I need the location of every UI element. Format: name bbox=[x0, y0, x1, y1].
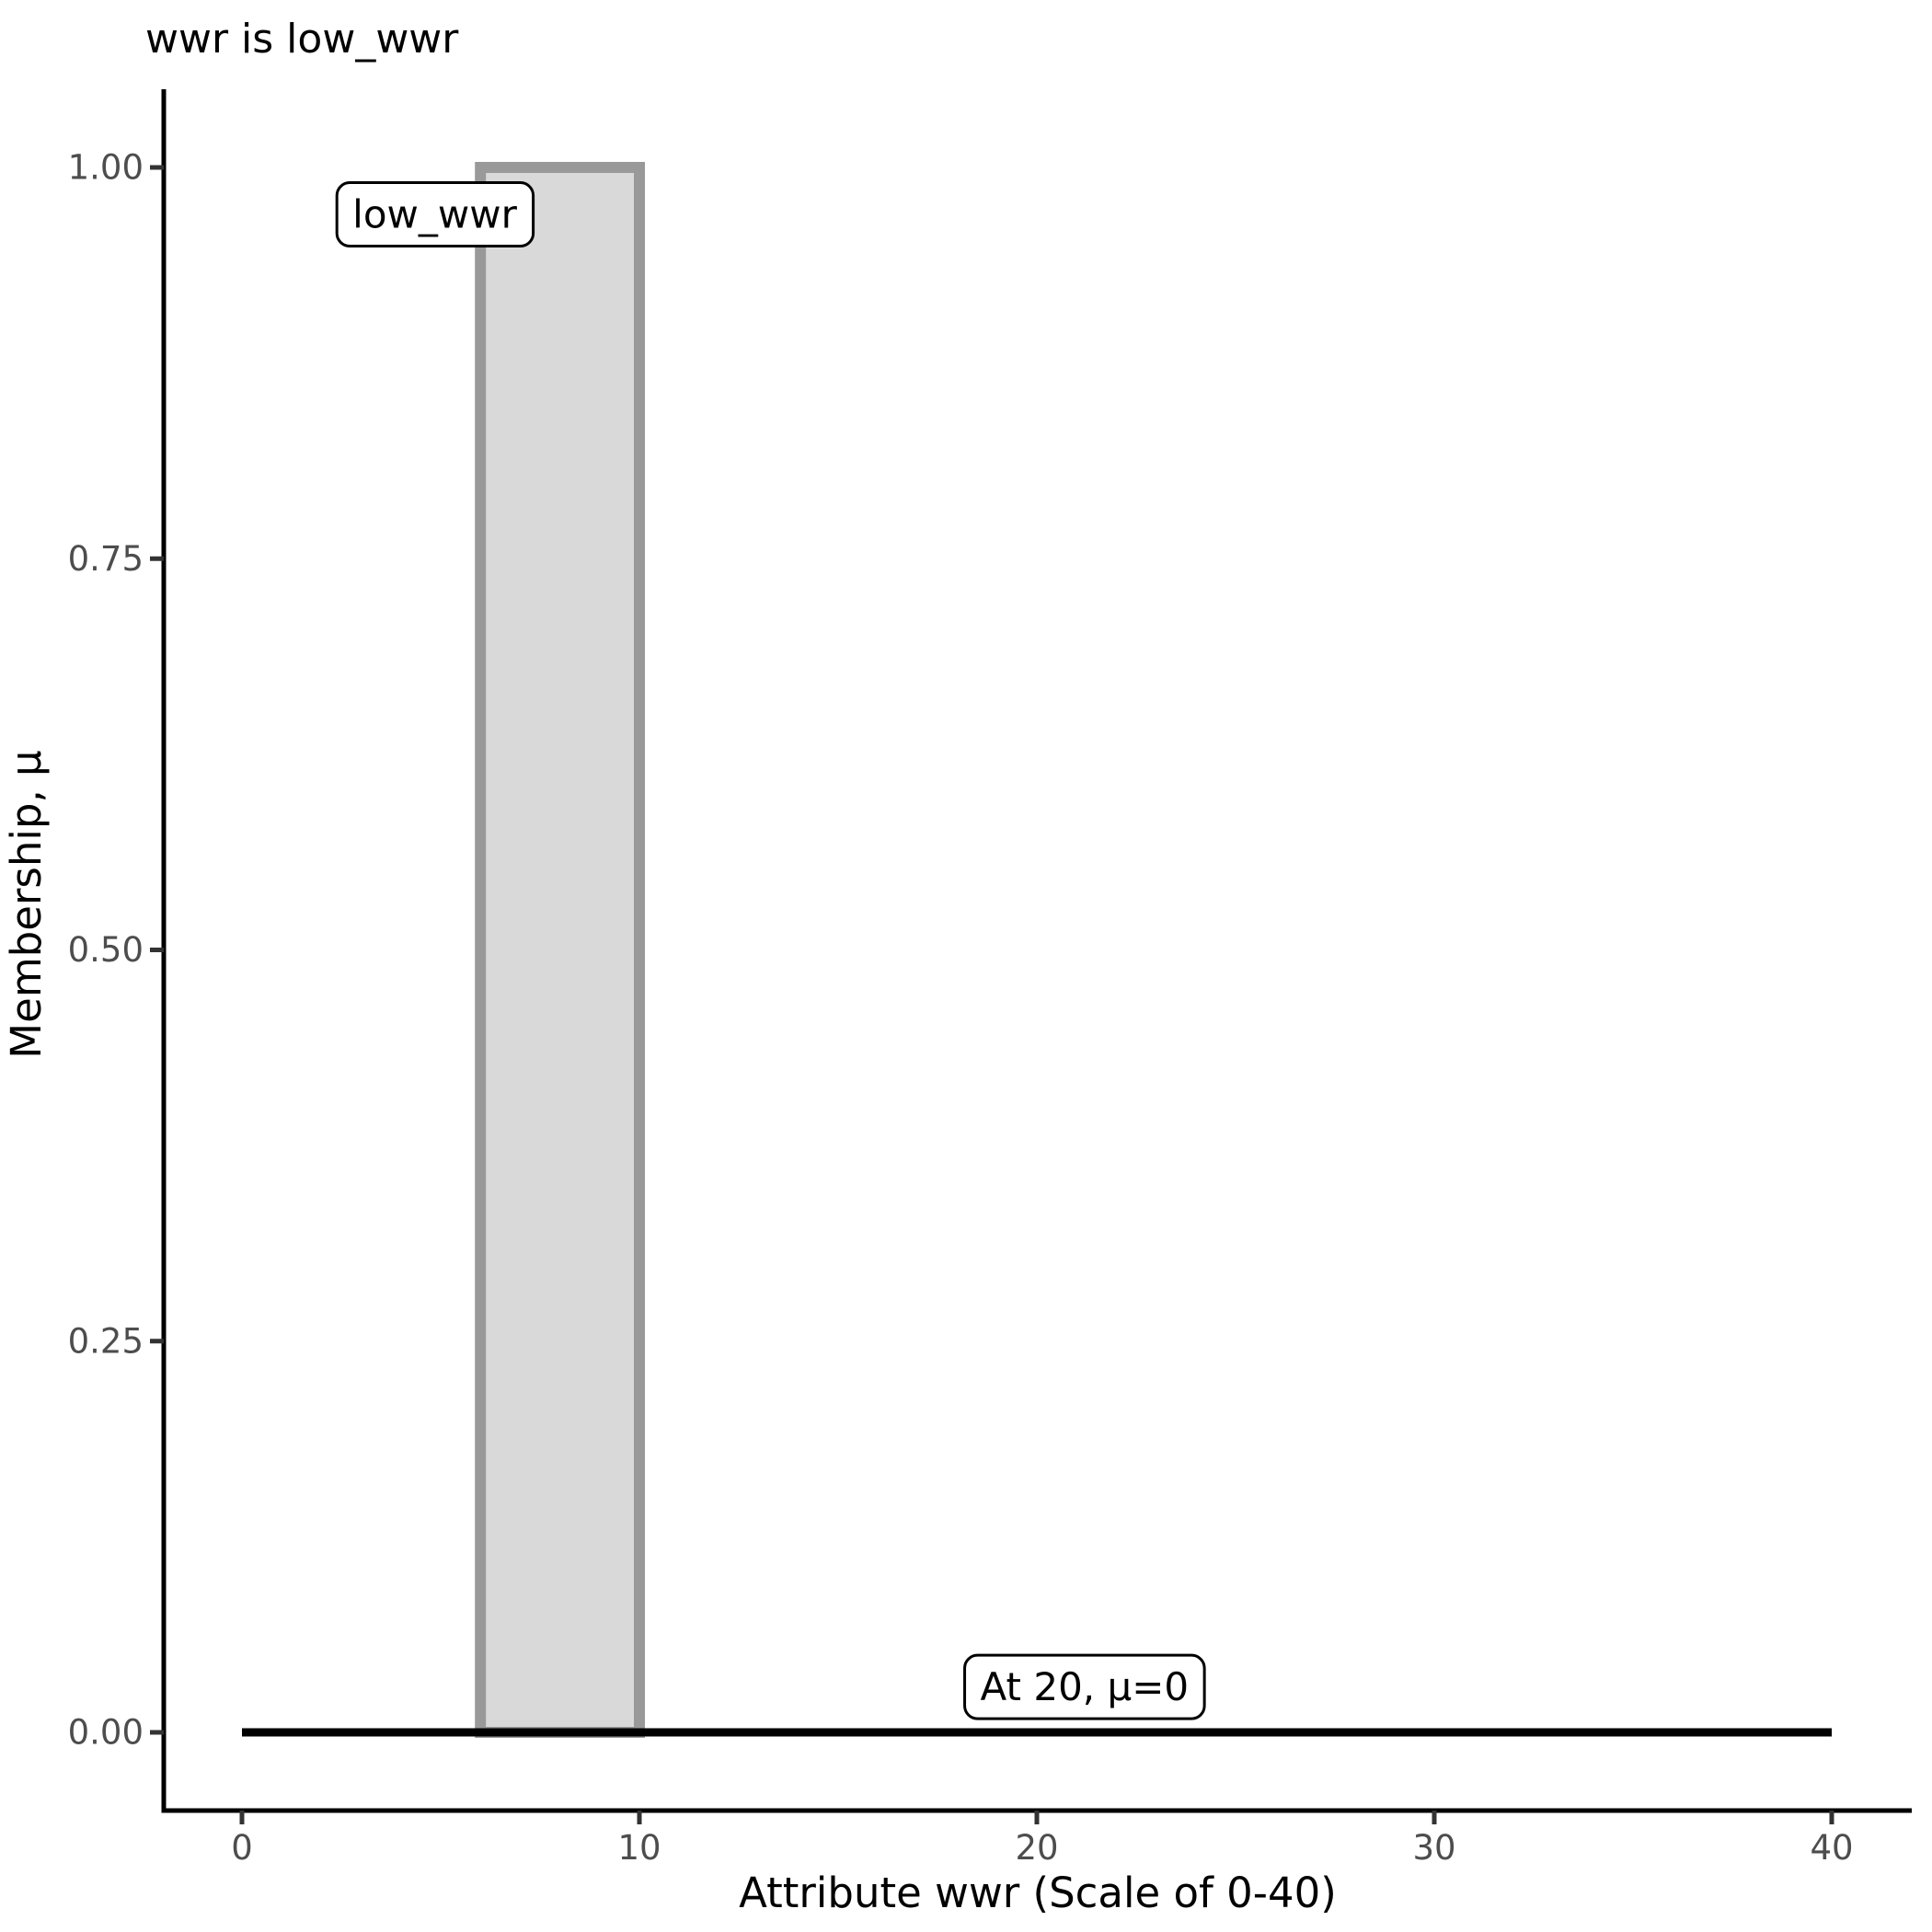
chart-title: wwr is low_wwr bbox=[145, 16, 459, 63]
ticks-layer: 0.00 0.25 0.50 0.75 1.00 0 10 20 30 40 bbox=[68, 148, 1854, 1869]
x-tick-label: 40 bbox=[1810, 1828, 1853, 1868]
x-tick-label: 30 bbox=[1412, 1828, 1455, 1868]
y-tick-label: 0.50 bbox=[68, 930, 144, 970]
annotation-set-label: low_wwr bbox=[335, 181, 535, 248]
x-tick-label: 10 bbox=[617, 1828, 661, 1868]
x-tick-label: 0 bbox=[231, 1828, 253, 1868]
y-tick-label: 0.75 bbox=[68, 539, 144, 579]
annotations-layer: low_wwr At 20, μ=0 bbox=[335, 181, 1206, 1720]
y-tick-label: 0.25 bbox=[68, 1321, 144, 1361]
annotation-text: At 20, μ=0 bbox=[981, 1664, 1190, 1709]
x-axis-title: Attribute wwr (Scale of 0-40) bbox=[739, 1869, 1337, 1917]
y-axis-title: Membership, μ bbox=[2, 750, 51, 1058]
annotation-text: low_wwr bbox=[352, 192, 517, 237]
annotation-box bbox=[335, 181, 535, 248]
annotation-eval-label: At 20, μ=0 bbox=[963, 1653, 1206, 1720]
x-tick-label: 20 bbox=[1015, 1828, 1058, 1868]
annotation-box bbox=[963, 1653, 1206, 1720]
fuzzy-set-layer bbox=[475, 162, 646, 1738]
axes-layer bbox=[161, 89, 1912, 1813]
y-tick-label: 0.00 bbox=[68, 1713, 144, 1753]
y-tick-label: 1.00 bbox=[68, 148, 144, 188]
fuzzy-set-rect bbox=[475, 162, 646, 1738]
